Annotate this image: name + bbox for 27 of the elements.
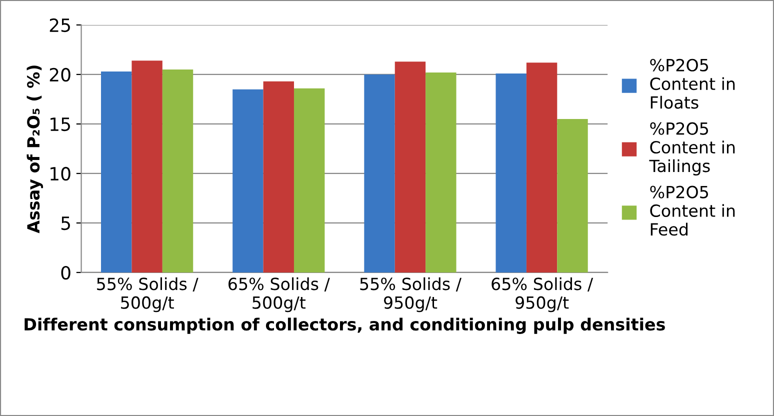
y-tick-label: 10 (50, 166, 70, 181)
y-tick-label: 20 (50, 68, 70, 82)
x-tick-label: 55% Solids / 500g/t (97, 277, 198, 312)
y-tick-label: 5 (61, 216, 70, 230)
y-tick-label: 0 (61, 266, 70, 280)
y-tick-label: 25 (50, 18, 70, 32)
legend-label: %P2O5 Content in Tailings (649, 122, 735, 176)
bar (394, 62, 426, 272)
x-tick-label: 65% Solids / 500g/t (228, 277, 330, 312)
bar (557, 119, 588, 272)
y-axis-title: Assay of P₂O₅ ( %) (26, 66, 44, 234)
bar (232, 89, 264, 272)
bar (162, 70, 194, 272)
bar (132, 60, 162, 272)
x-tick-label: 65% Solids / 950g/t (492, 277, 594, 312)
y-tick-label: 15 (50, 118, 70, 132)
bar (364, 74, 395, 272)
bar (526, 62, 558, 272)
x-axis-title: Different consumption of collectors, and conditioning pulp densities (24, 318, 665, 334)
bar (101, 71, 132, 272)
bar (263, 81, 294, 272)
legend-label: %P2O5 Content in Feed (650, 186, 735, 236)
bar (426, 72, 456, 272)
bar (294, 88, 325, 272)
x-tick-label: 55% Solids / 950g/t (360, 277, 462, 312)
bar (496, 73, 526, 272)
legend-label: %P2O5 Content in Floats (650, 58, 735, 109)
